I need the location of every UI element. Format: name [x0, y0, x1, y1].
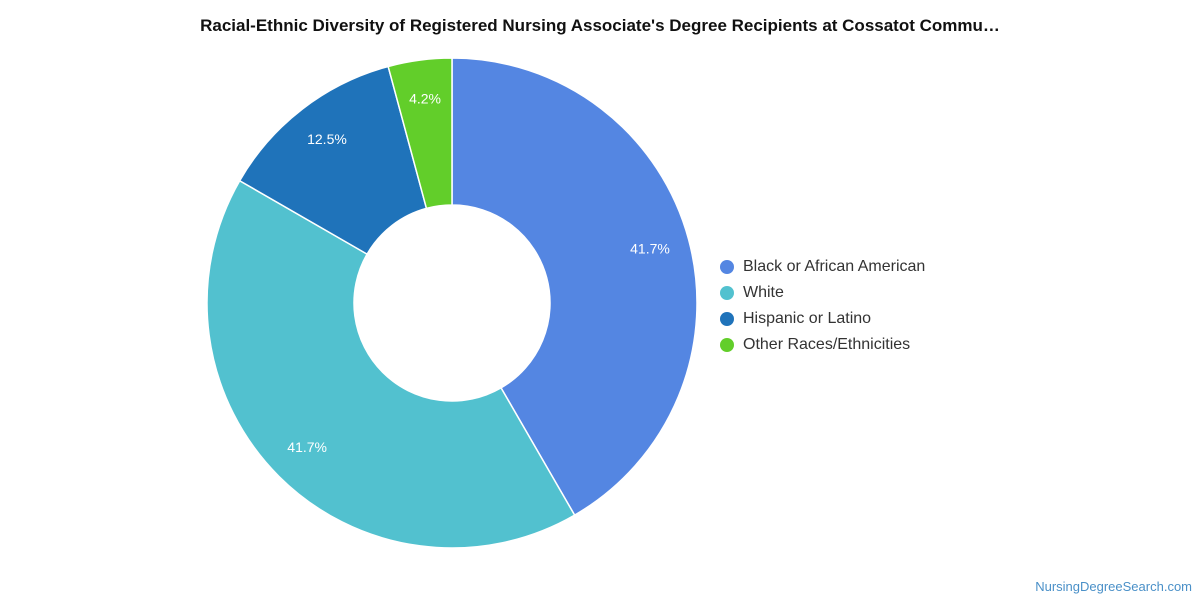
- slice-label-hispanic-or-latino: 12.5%: [307, 131, 347, 147]
- legend-item-hispanic-or-latino[interactable]: Hispanic or Latino: [720, 306, 925, 332]
- chart-title: Racial-Ethnic Diversity of Registered Nu…: [200, 16, 1000, 35]
- legend-swatch: [720, 312, 734, 326]
- legend-label: Hispanic or Latino: [743, 310, 872, 327]
- slice-label-white: 41.7%: [287, 439, 327, 455]
- chart-legend: Black or African American White Hispanic o…: [720, 254, 925, 358]
- slice-label-black-or-african-american: 41.7%: [630, 241, 670, 257]
- slice-other-races-ethnicities[interactable]: [387, 57, 453, 210]
- legend-label: White: [743, 284, 784, 301]
- legend-swatch: [720, 286, 734, 300]
- legend-item-white[interactable]: White: [720, 280, 925, 306]
- legend-swatch: [720, 338, 734, 352]
- slice-white[interactable]: [206, 179, 576, 549]
- legend-swatch: [720, 260, 734, 274]
- slice-hispanic-or-latino[interactable]: [238, 65, 428, 256]
- legend-item-other-races-ethnicities[interactable]: Other Races/Ethnicities: [720, 332, 925, 358]
- legend-label: Black or African American: [743, 258, 926, 275]
- slice-label-other-races-ethnicities: 4.2%: [409, 90, 441, 106]
- site-credit-link[interactable]: NursingDegreeSearch.com: [1035, 579, 1192, 594]
- slice-black-or-african-american[interactable]: [451, 57, 698, 517]
- legend-label: Other Races/Ethnicities: [743, 336, 911, 353]
- legend-item-black-or-african-american[interactable]: Black or African American: [720, 254, 925, 280]
